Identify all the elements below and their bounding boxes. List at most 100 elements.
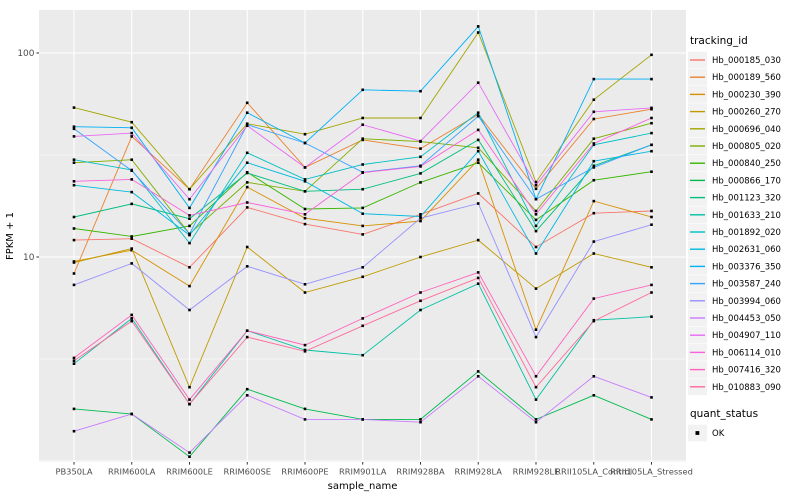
legend-entry-label: Hb_004453_050 (712, 314, 781, 324)
data-point-marker (245, 394, 249, 397)
data-point-marker (476, 192, 480, 195)
data-point-marker (476, 370, 480, 373)
data-point-marker (419, 165, 422, 168)
legend-entry-Hb_010883_090: Hb_010883_090 (688, 378, 781, 396)
data-point-marker (245, 181, 249, 184)
data-point-marker (303, 350, 307, 353)
legend-entry-Hb_001892_020: Hb_001892_020 (688, 223, 781, 241)
data-point-marker (419, 181, 422, 184)
legend-entry-label: Hb_000230_390 (712, 90, 781, 100)
legend-entry-label: Hb_006114_010 (712, 348, 781, 358)
data-point-marker (303, 180, 307, 183)
data-point-marker (72, 106, 76, 109)
data-point-marker (303, 207, 307, 211)
y-tick-label: 10 (23, 253, 35, 263)
data-point-marker (188, 455, 191, 458)
data-point-marker (419, 139, 422, 143)
data-point-marker (188, 187, 191, 191)
legend-entry-label: Hb_000805_020 (712, 142, 781, 152)
data-point-marker (534, 385, 538, 389)
data-point-marker (650, 170, 653, 173)
data-point-marker (303, 141, 307, 145)
legend-entry-Hb_000230_390: Hb_000230_390 (688, 86, 781, 103)
data-point-marker (72, 135, 76, 138)
data-point-marker (245, 245, 249, 249)
data-point-marker (361, 171, 364, 174)
data-point-marker (361, 206, 364, 210)
data-point-marker (72, 261, 76, 264)
data-point-marker (476, 25, 480, 28)
legend-entry-Hb_003376_350: Hb_003376_350 (688, 258, 781, 275)
data-point-marker (650, 149, 653, 153)
legend-entry-Hb_001123_320: Hb_001123_320 (688, 189, 781, 206)
data-point-marker (419, 147, 422, 150)
data-point-marker (476, 271, 480, 274)
legend-entry-label: Hb_001892_020 (712, 228, 781, 238)
data-point-marker (592, 164, 596, 168)
data-point-marker (303, 343, 307, 347)
data-point-marker (245, 185, 249, 189)
data-point-marker (650, 106, 653, 110)
data-point-marker (245, 151, 249, 155)
data-point-marker (361, 353, 364, 357)
data-point-marker (592, 178, 596, 182)
data-point-marker (303, 132, 307, 136)
x-tick-label: RRII105LA_Control (555, 467, 632, 477)
x-tick-label: RRIM928LA (455, 467, 503, 477)
x-tick-label: RRIM928LE (513, 467, 560, 477)
data-point-marker (476, 238, 480, 242)
data-point-marker (650, 291, 653, 294)
data-point-marker (592, 98, 596, 101)
data-point-marker (592, 199, 596, 203)
data-point-marker (72, 227, 76, 230)
legend-entry-Hb_006114_010: Hb_006114_010 (688, 344, 781, 361)
data-point-marker (534, 183, 538, 187)
data-point-marker (419, 172, 422, 175)
data-point-marker (592, 394, 596, 397)
data-point-marker (130, 190, 133, 194)
data-point-marker (361, 88, 364, 92)
data-point-marker (650, 131, 653, 135)
data-point-marker (72, 356, 76, 360)
data-point-marker (476, 128, 480, 132)
data-point-marker (130, 126, 133, 130)
legend-quant-status: quant_status OK (688, 408, 758, 442)
data-point-marker (476, 375, 480, 378)
data-point-marker (72, 127, 76, 131)
data-point-marker (245, 335, 249, 339)
data-point-marker (419, 418, 422, 421)
legend-entry-label: Hb_001633_210 (712, 211, 781, 221)
data-point-marker (130, 247, 133, 250)
data-point-marker (130, 131, 133, 135)
data-point-marker (245, 265, 249, 268)
data-point-marker (592, 252, 596, 255)
data-point-marker (245, 161, 249, 164)
data-point-marker (303, 190, 307, 193)
legend-entry-label: Hb_002631_060 (712, 245, 781, 255)
data-point-marker (188, 284, 191, 288)
data-point-marker (361, 418, 364, 421)
data-point-marker (72, 215, 76, 219)
x-tick-label: RRIM600LE (166, 467, 213, 477)
quant-legend-entry: OK (688, 424, 725, 442)
legend-entry-Hb_001633_210: Hb_001633_210 (688, 206, 781, 224)
data-point-marker (476, 113, 480, 116)
data-point-marker (534, 213, 538, 216)
data-point-marker (650, 266, 653, 269)
data-point-marker (476, 146, 480, 150)
data-point-marker (650, 116, 653, 120)
data-point-marker (72, 429, 76, 433)
data-point-marker (534, 218, 538, 222)
legend-entry-Hb_002631_060: Hb_002631_060 (688, 240, 781, 258)
data-point-marker (534, 420, 538, 424)
data-point-marker (476, 276, 480, 280)
legend-entry-Hb_000185_030: Hb_000185_030 (688, 51, 781, 69)
data-point-marker (534, 197, 538, 201)
data-point-marker (130, 120, 133, 124)
legend-entry-Hb_000866_170: Hb_000866_170 (688, 172, 781, 189)
legend-entry-label: Hb_000696_040 (712, 125, 781, 135)
data-point-marker (650, 209, 653, 213)
data-point-marker (245, 124, 249, 127)
data-point-marker (650, 143, 653, 147)
